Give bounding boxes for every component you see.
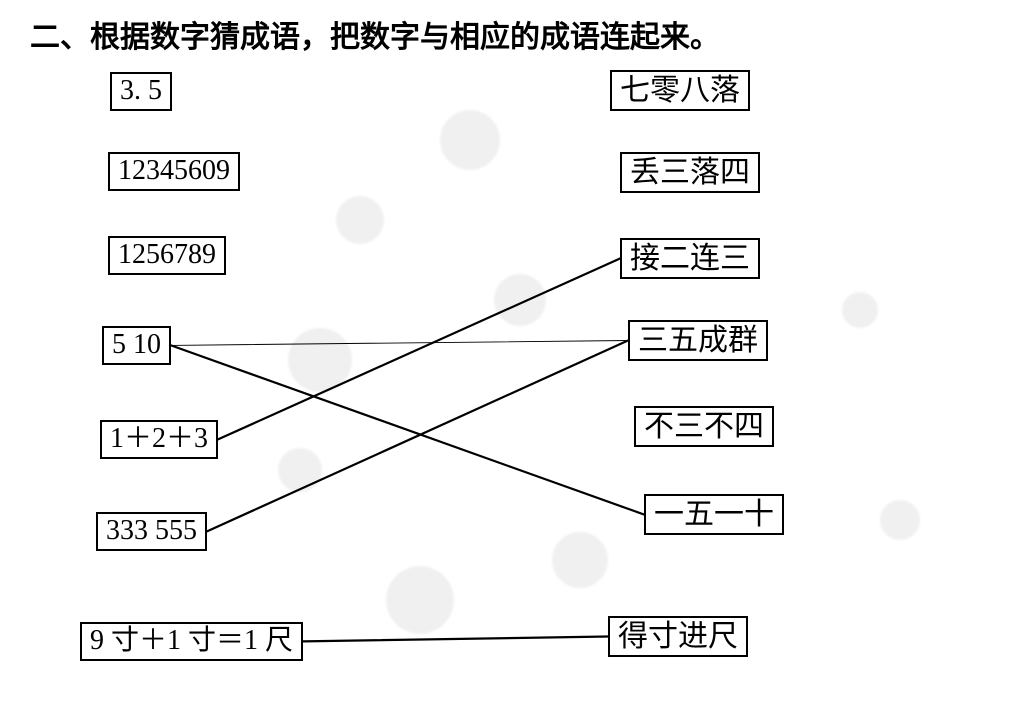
left-box-2: 12345609 [108, 152, 240, 191]
left-box-7: 9 寸＋1 寸＝1 尺 [80, 622, 303, 661]
left-box-3: 1256789 [108, 236, 226, 275]
right-box-7: 得寸进尺 [608, 616, 748, 657]
left-box-1: 3. 5 [110, 72, 172, 111]
right-box-1: 七零八落 [610, 70, 750, 111]
left-box-6: 333 555 [96, 512, 207, 551]
right-box-2: 丢三落四 [620, 152, 760, 193]
right-box-6: 一五一十 [644, 494, 784, 535]
left-box-5: 1＋2＋3 [100, 420, 218, 459]
worksheet-page: 二、根据数字猜成语，把数字与相应的成语连起来。 3. 5 12345609 12… [0, 0, 1024, 708]
right-box-4: 三五成群 [628, 320, 768, 361]
left-box-4: 5 10 [102, 326, 171, 365]
right-box-5: 不三不四 [634, 406, 774, 447]
right-box-3: 接二连三 [620, 238, 760, 279]
page-title: 二、根据数字猜成语，把数字与相应的成语连起来。 [30, 12, 720, 56]
